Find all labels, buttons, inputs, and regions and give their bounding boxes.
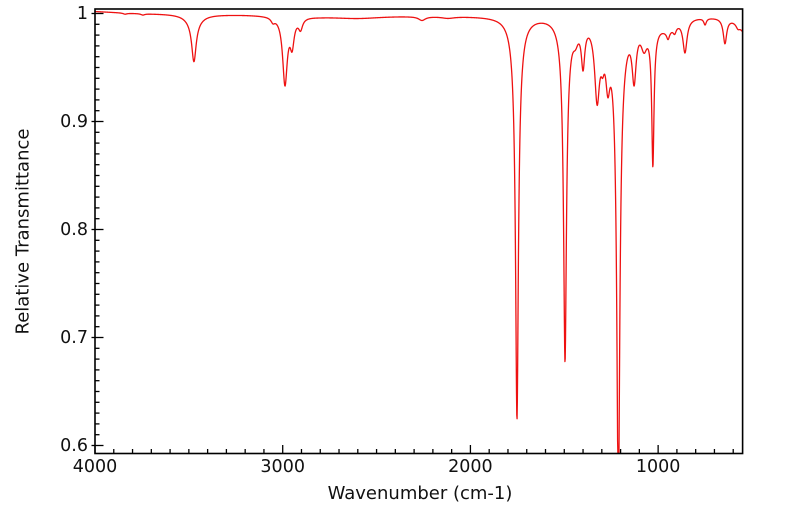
y-tick-label-0.9: 0.9 [60,111,88,132]
plot-border [94,8,744,455]
y-tick-label-0.8: 0.8 [60,219,88,240]
x-tick-label-3000: 3000 [260,457,305,477]
x-tick-label-4000: 4000 [72,457,118,477]
y-tick-label-1: 1 [76,3,88,24]
axis-ticks [91,12,734,454]
spectrum-line [94,10,744,454]
x-axis-title: Wavenumber (cm-1) [327,483,513,504]
y-tick-label-0.6: 0.6 [60,435,88,456]
y-tick-label-0.7: 0.7 [60,327,88,348]
y-axis-title: Relative Transmittance [12,128,34,335]
x-tick-label-2000: 2000 [448,457,493,477]
x-tick-label-1000: 1000 [635,457,681,477]
